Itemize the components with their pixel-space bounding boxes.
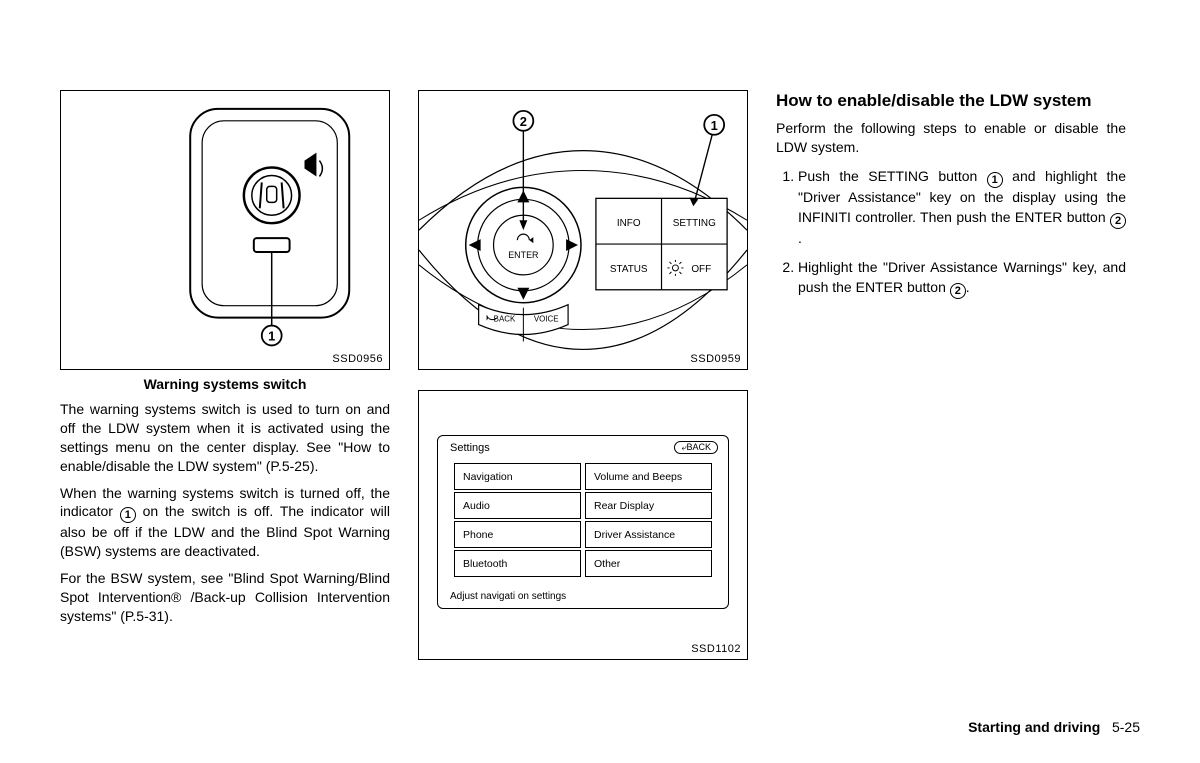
cell-audio: Audio <box>454 492 581 519</box>
cell-navigation: Navigation <box>454 463 581 490</box>
svg-text:SETTING: SETTING <box>673 218 716 229</box>
step-2: Highlight the "Driver Assistance Warning… <box>798 258 1126 299</box>
svg-text:1: 1 <box>711 118 718 133</box>
screen-outline: Settings ⤶BACK Navigation Volume and Bee… <box>437 435 729 609</box>
footer-page: 5-25 <box>1112 719 1140 735</box>
col1-paragraph-1: The warning systems switch is used to tu… <box>60 400 390 476</box>
svg-text:STATUS: STATUS <box>610 264 648 275</box>
settings-grid: Navigation Volume and Beeps Audio Rear D… <box>452 462 714 578</box>
figure-warning-switch: 1 SSD0956 <box>60 90 390 370</box>
screen-title: Settings <box>450 442 490 454</box>
cell-driver-assistance: Driver Assistance <box>585 521 712 548</box>
page-footer: Starting and driving 5-25 <box>968 719 1140 735</box>
cell-volume-beeps: Volume and Beeps <box>585 463 712 490</box>
screen-back-button: ⤶BACK <box>674 441 718 454</box>
controller-illustration: ENTER INFO SETTING STATUS OFF <box>419 91 747 369</box>
inline-callout-1: 1 <box>120 507 136 523</box>
intro-paragraph: Perform the following steps to enable or… <box>776 119 1126 157</box>
figure-settings-screen: Settings ⤶BACK Navigation Volume and Bee… <box>418 390 748 660</box>
col1-paragraph-3: For the BSW system, see "Blind Spot Warn… <box>60 569 390 626</box>
svg-text:INFO: INFO <box>617 218 641 229</box>
heading-how-to: How to enable/disable the LDW system <box>776 90 1126 111</box>
figure-controller: ENTER INFO SETTING STATUS OFF <box>418 90 748 370</box>
svg-text:BACK: BACK <box>494 315 516 324</box>
inline-callout-1: 1 <box>987 172 1003 188</box>
svg-text:OFF: OFF <box>691 264 711 275</box>
inline-callout-2: 2 <box>950 283 966 299</box>
footer-section: Starting and driving <box>968 719 1100 735</box>
step-1: Push the SETTING button 1 and highlight … <box>798 167 1126 248</box>
svg-text:ENTER: ENTER <box>508 250 539 260</box>
figure-id: SSD1102 <box>691 643 741 655</box>
inline-callout-2: 2 <box>1110 213 1126 229</box>
steps-list: Push the SETTING button 1 and highlight … <box>776 167 1126 309</box>
screen-hint: Adjust navigati on settings <box>450 591 566 602</box>
cell-bluetooth: Bluetooth <box>454 550 581 577</box>
figure-id: SSD0956 <box>332 353 383 365</box>
cell-phone: Phone <box>454 521 581 548</box>
figA-callout-1: 1 <box>268 328 275 343</box>
figure-caption: Warning systems switch <box>60 376 390 392</box>
svg-text:VOICE: VOICE <box>534 315 559 324</box>
cell-other: Other <box>585 550 712 577</box>
warning-switch-illustration: 1 <box>61 91 389 369</box>
cell-rear-display: Rear Display <box>585 492 712 519</box>
figure-id: SSD0959 <box>690 353 741 365</box>
col1-paragraph-2: When the warning systems switch is turne… <box>60 484 390 562</box>
svg-text:2: 2 <box>520 114 527 129</box>
